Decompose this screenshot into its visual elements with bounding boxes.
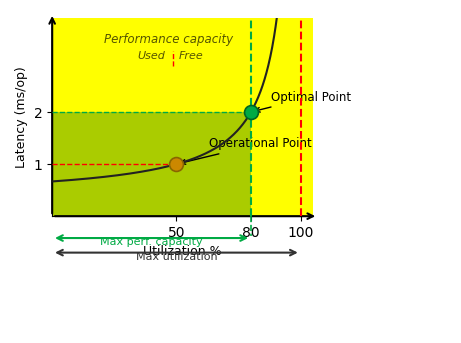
X-axis label: Utilization %: Utilization % bbox=[143, 246, 222, 258]
Text: Max utilization: Max utilization bbox=[136, 252, 217, 262]
Text: Operational Point: Operational Point bbox=[181, 138, 312, 164]
Y-axis label: Latency (ms/op): Latency (ms/op) bbox=[15, 66, 28, 168]
Text: Free: Free bbox=[179, 51, 204, 61]
Text: Optimal Point: Optimal Point bbox=[255, 91, 351, 112]
Text: Used: Used bbox=[138, 51, 165, 61]
FancyBboxPatch shape bbox=[52, 112, 251, 216]
Text: Performance capacity: Performance capacity bbox=[104, 33, 234, 46]
Text: Max perf. capacity: Max perf. capacity bbox=[100, 237, 203, 247]
